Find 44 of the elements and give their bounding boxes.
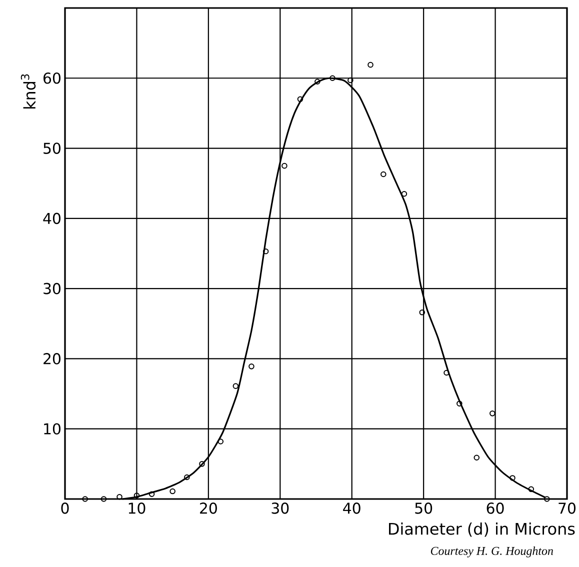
point xyxy=(134,492,140,498)
x-tick-label: 0 xyxy=(61,502,69,514)
point xyxy=(490,410,496,416)
point xyxy=(368,62,374,68)
y-tick-label: 50 xyxy=(44,142,60,154)
x-tick-label: 10 xyxy=(128,502,146,514)
point xyxy=(544,496,550,502)
point xyxy=(297,96,304,102)
point xyxy=(456,400,462,406)
x-tick-label: 70 xyxy=(558,502,576,514)
point xyxy=(510,475,516,481)
point xyxy=(314,78,320,85)
x-tick-label: 30 xyxy=(272,502,289,514)
point xyxy=(148,491,155,497)
y-tick-label: 10 xyxy=(44,423,60,435)
point xyxy=(282,162,288,169)
point xyxy=(184,474,190,480)
point xyxy=(232,383,239,389)
point xyxy=(444,370,450,376)
point xyxy=(199,461,205,467)
y-tick-label: 30 xyxy=(44,282,60,294)
point xyxy=(100,496,107,502)
point xyxy=(348,77,354,84)
x-tick-label: 20 xyxy=(200,502,217,514)
point xyxy=(401,190,408,197)
point xyxy=(262,248,269,254)
point xyxy=(419,310,426,316)
point xyxy=(82,496,88,502)
x-tick-label: 50 xyxy=(415,502,432,514)
point xyxy=(528,486,534,492)
point xyxy=(218,438,224,444)
y-tick-label: 60 xyxy=(44,72,60,84)
point xyxy=(170,488,176,494)
point xyxy=(474,454,480,461)
text: Courtesy H. G. Houghton xyxy=(430,546,553,558)
point xyxy=(330,75,336,82)
y-tick-label: 40 xyxy=(43,212,60,224)
y-axis-title: knd$^{3}$ xyxy=(20,74,36,109)
x-tick-label: 60 xyxy=(486,502,504,514)
x-axis-title: Diameter (d) in Microns xyxy=(389,522,575,537)
x-tick-label: 40 xyxy=(343,502,360,514)
point xyxy=(248,364,254,370)
y-tick-label: 20 xyxy=(44,353,60,364)
point xyxy=(380,171,386,178)
